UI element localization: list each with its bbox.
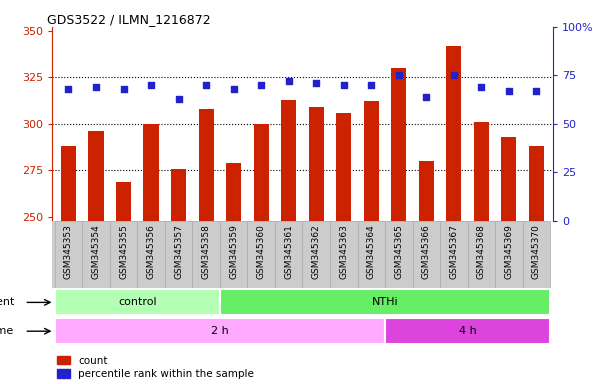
Bar [275, 221, 302, 288]
Text: agent: agent [0, 297, 15, 308]
Point [119, 86, 128, 92]
Text: GSM345362: GSM345362 [312, 224, 321, 279]
Point [174, 96, 183, 102]
Text: GSM345353: GSM345353 [64, 224, 73, 279]
Legend: count, percentile rank within the sample: count, percentile rank within the sample [57, 356, 254, 379]
Bar [412, 221, 440, 288]
Bar [192, 221, 220, 288]
Point [504, 88, 514, 94]
Text: GSM345367: GSM345367 [449, 224, 458, 279]
Bar [226, 163, 241, 221]
Point [422, 94, 431, 100]
Bar [89, 131, 103, 221]
Text: GSM345359: GSM345359 [229, 224, 238, 279]
Point [229, 86, 238, 92]
Point [394, 72, 404, 78]
Bar [522, 221, 550, 288]
Text: GDS3522 / ILMN_1216872: GDS3522 / ILMN_1216872 [47, 13, 211, 26]
Point [256, 82, 266, 88]
Bar [529, 146, 544, 221]
Bar [502, 137, 516, 221]
Bar [137, 221, 165, 288]
Text: GSM345368: GSM345368 [477, 224, 486, 279]
Text: GSM345361: GSM345361 [284, 224, 293, 279]
Bar [82, 221, 110, 288]
Text: GSM345366: GSM345366 [422, 224, 431, 279]
Text: GSM345356: GSM345356 [147, 224, 156, 279]
Bar [116, 182, 131, 221]
Bar [247, 221, 275, 288]
Bar [171, 169, 186, 221]
Bar [302, 221, 330, 288]
Text: GSM345369: GSM345369 [505, 224, 513, 279]
Text: GSM345360: GSM345360 [257, 224, 266, 279]
Point [312, 80, 321, 86]
Bar [61, 146, 76, 221]
Bar [330, 221, 357, 288]
Point [91, 84, 101, 90]
Bar [199, 109, 214, 221]
Bar [419, 161, 434, 221]
Bar [391, 68, 406, 221]
Bar [385, 221, 412, 288]
Text: 2 h: 2 h [211, 326, 229, 336]
Bar [446, 46, 461, 221]
Bar [467, 221, 495, 288]
Text: NTHi: NTHi [371, 297, 398, 308]
Bar [495, 221, 522, 288]
Point [284, 78, 293, 84]
Text: GSM345364: GSM345364 [367, 224, 376, 279]
Point [146, 82, 156, 88]
Bar [144, 124, 159, 221]
Bar [254, 124, 269, 221]
Bar [110, 221, 137, 288]
Point [477, 84, 486, 90]
Text: GSM345363: GSM345363 [339, 224, 348, 279]
Text: GSM345370: GSM345370 [532, 224, 541, 279]
Bar [474, 122, 489, 221]
Bar [220, 290, 550, 315]
Bar [385, 318, 550, 344]
Text: GSM345365: GSM345365 [394, 224, 403, 279]
Text: 4 h: 4 h [459, 326, 477, 336]
Point [367, 82, 376, 88]
Point [449, 72, 459, 78]
Bar [55, 318, 385, 344]
Bar [440, 221, 467, 288]
Point [532, 88, 541, 94]
Bar [220, 221, 247, 288]
Point [339, 82, 349, 88]
Text: GSM345354: GSM345354 [92, 224, 100, 279]
Bar [357, 221, 385, 288]
Bar [309, 107, 324, 221]
Point [201, 82, 211, 88]
Text: time: time [0, 326, 15, 336]
Bar [336, 113, 351, 221]
Point [64, 86, 73, 92]
Text: GSM345357: GSM345357 [174, 224, 183, 279]
Bar [55, 221, 82, 288]
Bar [281, 99, 296, 221]
Bar [55, 290, 220, 315]
Text: GSM345355: GSM345355 [119, 224, 128, 279]
Text: GSM345358: GSM345358 [202, 224, 211, 279]
Bar [165, 221, 192, 288]
Bar [364, 101, 379, 221]
Text: control: control [118, 297, 156, 308]
